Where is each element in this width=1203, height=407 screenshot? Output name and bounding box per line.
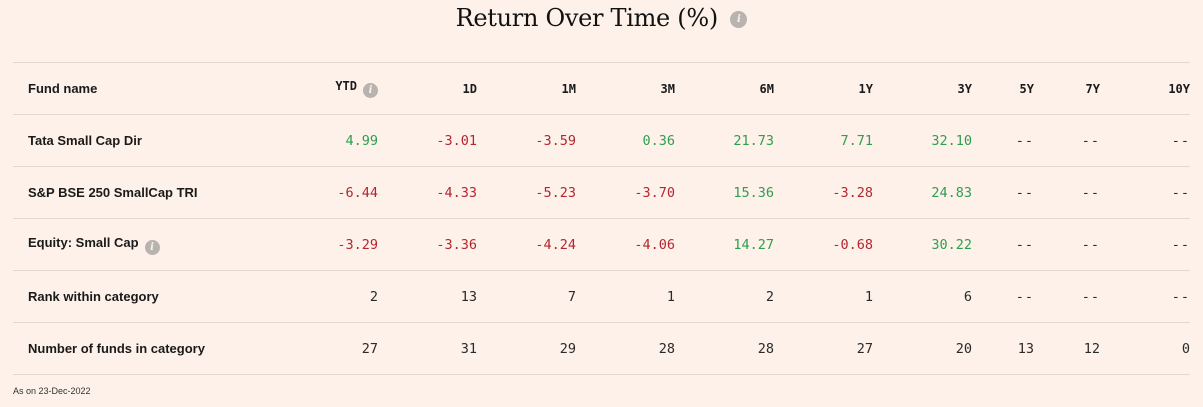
value-cell-5y: --	[1015, 184, 1034, 201]
column-header-label: YTD	[335, 79, 357, 93]
value-cell-1y: 27	[856, 340, 873, 357]
row-name-cell: Tata Small Cap Dir	[13, 115, 263, 167]
column-header-ytd: YTD i	[263, 63, 378, 115]
table-row: Equity: Small Cap i -3.29 -3.36 -4.24 -4.06 14…	[13, 218, 1190, 271]
value-cell-10y: --	[1171, 132, 1190, 149]
column-header-10y: 10Y	[1168, 81, 1190, 96]
value-cell-ytd: 27	[361, 340, 378, 357]
value-cell-ytd: 2	[369, 288, 378, 305]
value-cell-3m: 0.36	[642, 132, 675, 149]
value-cell-1m: -4.24	[535, 236, 576, 253]
value-cell-3y: 24.83	[931, 184, 972, 201]
value-cell-ytd: -6.44	[337, 184, 378, 201]
value-cell-ytd: -3.29	[337, 236, 378, 253]
table-row: Number of funds in category 27 31 29 28 28 27 2…	[13, 322, 1190, 375]
ytd-info-icon[interactable]: i	[363, 83, 378, 98]
value-cell-3y: 6	[963, 288, 972, 305]
row-name-cell: Rank within category	[13, 271, 263, 323]
value-cell-3y: 20	[955, 340, 972, 357]
value-cell-7y: --	[1081, 132, 1100, 149]
table-row: S&P BSE 250 SmallCap TRI -6.44 -4.33 -5.23 -…	[13, 166, 1190, 219]
table-body: Tata Small Cap Dir 4.99 -3.01 -3.59 0.36 21.7…	[13, 114, 1190, 375]
value-cell-6m: 21.73	[733, 132, 774, 149]
column-header-3y: 3Y	[957, 81, 972, 96]
column-header-fund-name: Fund name	[28, 81, 98, 96]
value-cell-10y: --	[1171, 184, 1190, 201]
section-title: Return Over Time (%)	[455, 4, 719, 32]
value-cell-1m: 29	[559, 340, 576, 357]
value-cell-3y: 32.10	[931, 132, 972, 149]
value-cell-3y: 30.22	[931, 236, 972, 253]
section-header: Return Over Time (%) i	[0, 4, 1203, 38]
row-name-cell: S&P BSE 250 SmallCap TRI	[13, 167, 263, 219]
value-cell-1y: -3.28	[832, 184, 873, 201]
value-cell-1m: -5.23	[535, 184, 576, 201]
row-name: Equity: Small Cap	[28, 234, 139, 250]
value-cell-7y: 12	[1083, 340, 1100, 357]
value-cell-1y: 7.71	[840, 132, 873, 149]
value-cell-1d: 31	[460, 340, 477, 357]
value-cell-10y: --	[1171, 288, 1190, 305]
table-row: Tata Small Cap Dir 4.99 -3.01 -3.59 0.36 21.7…	[13, 114, 1190, 167]
value-cell-1d: -3.01	[436, 132, 477, 149]
table-row: Rank within category 2 13 7 1 2 1 6 -- -- --	[13, 270, 1190, 323]
row-name-cell: Number of funds in category	[13, 323, 263, 375]
value-cell-6m: 14.27	[733, 236, 774, 253]
value-cell-5y: 13	[1017, 340, 1034, 357]
value-cell-3m: -3.70	[634, 184, 675, 201]
value-cell-1y: 1	[864, 288, 873, 305]
value-cell-7y: --	[1081, 236, 1100, 253]
value-cell-6m: 2	[765, 288, 774, 305]
value-cell-1y: -0.68	[832, 236, 873, 253]
category-info-icon[interactable]: i	[144, 239, 160, 255]
value-cell-7y: --	[1081, 184, 1100, 201]
column-header-6m: 6M	[759, 81, 774, 96]
value-cell-1d: -4.33	[436, 184, 477, 201]
value-cell-7y: --	[1081, 288, 1100, 305]
row-name: Rank within category	[28, 289, 159, 304]
value-cell-6m: 15.36	[733, 184, 774, 201]
value-cell-1d: 13	[460, 288, 477, 305]
row-name: S&P BSE 250 SmallCap TRI	[28, 185, 198, 200]
row-name: Tata Small Cap Dir	[28, 133, 142, 148]
value-cell-5y: --	[1015, 288, 1034, 305]
column-header-1d: 1D	[462, 81, 477, 96]
column-header-3m: 3M	[660, 81, 675, 96]
value-cell-10y: --	[1171, 236, 1190, 253]
title-info-icon[interactable]: i	[730, 10, 748, 28]
row-name: Number of funds in category	[28, 341, 205, 356]
value-cell-6m: 28	[757, 340, 774, 357]
value-cell-1m: -3.59	[535, 132, 576, 149]
column-header-1y: 1Y	[858, 81, 873, 96]
value-cell-1d: -3.36	[436, 236, 477, 253]
value-cell-ytd: 4.99	[345, 132, 378, 149]
returns-table: Fund name YTD i 1D 1M 3M 6M 1Y 3Y 5Y 7Y 1…	[13, 62, 1190, 375]
as-on-date-note: As on 23-Dec-2022	[13, 386, 91, 396]
value-cell-3m: -4.06	[634, 236, 675, 253]
value-cell-10y: 0	[1181, 340, 1190, 357]
value-cell-1m: 7	[567, 288, 576, 305]
column-header-7y: 7Y	[1085, 81, 1100, 96]
column-header-1m: 1M	[561, 81, 576, 96]
table-header-row: Fund name YTD i 1D 1M 3M 6M 1Y 3Y 5Y 7Y 1…	[13, 62, 1190, 115]
value-cell-5y: --	[1015, 236, 1034, 253]
value-cell-3m: 28	[658, 340, 675, 357]
column-header-5y: 5Y	[1019, 81, 1034, 96]
row-name-cell: Equity: Small Cap i	[13, 219, 263, 271]
value-cell-5y: --	[1015, 132, 1034, 149]
value-cell-3m: 1	[666, 288, 675, 305]
